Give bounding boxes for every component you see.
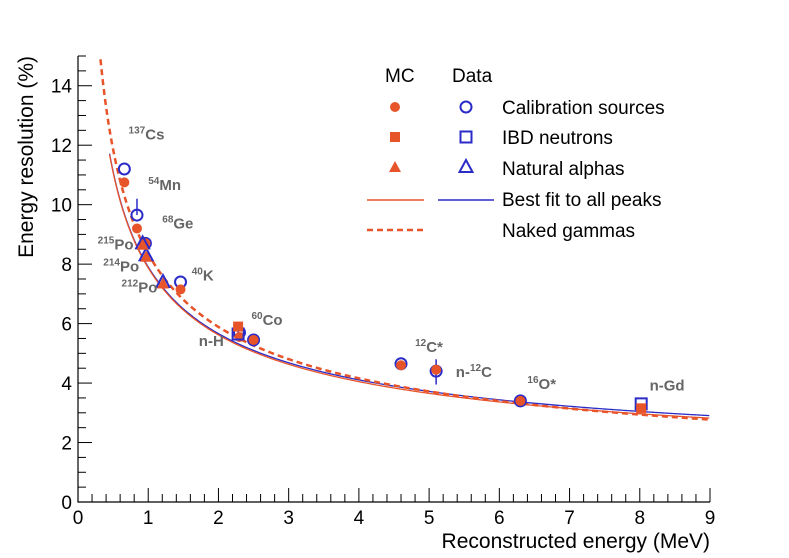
y-tick-label: 4 bbox=[61, 374, 72, 395]
peak-label: 68Ge bbox=[162, 214, 193, 232]
mc-circle-point bbox=[248, 334, 259, 345]
legend-data-circle-marker bbox=[459, 100, 473, 114]
x-tick-label: 1 bbox=[143, 508, 154, 529]
legend-data-square-marker bbox=[459, 130, 473, 144]
y-tick-label: 6 bbox=[61, 315, 72, 336]
x-tick-label: 7 bbox=[564, 508, 575, 529]
legend-label-naked-gammas: Naked gammas bbox=[502, 221, 635, 242]
x-tick-label: 4 bbox=[354, 508, 365, 529]
legend-mc-triangle-marker bbox=[389, 161, 401, 172]
naked-gammas-curve bbox=[99, 59, 711, 421]
mc-circle-point bbox=[515, 395, 526, 406]
mc-circle-point bbox=[175, 284, 186, 295]
peak-label: n-12C bbox=[456, 363, 492, 381]
legend-header-data: Data bbox=[452, 66, 493, 87]
fit-curves bbox=[99, 59, 711, 421]
y-axis-title: Energy resolution (%) bbox=[15, 56, 38, 258]
mc-triangle-point bbox=[136, 238, 149, 250]
y-tick-label: 12 bbox=[51, 136, 72, 157]
peak-label: 54Mn bbox=[148, 176, 181, 194]
legend-label-bestfit: Best fit to all peaks bbox=[502, 190, 661, 211]
legend-mc-circle-marker bbox=[390, 102, 400, 112]
peak-label: 60Co bbox=[251, 311, 282, 329]
data-points bbox=[117, 162, 648, 414]
y-tick-label: 14 bbox=[51, 77, 73, 98]
data-circle-point bbox=[117, 162, 131, 176]
legend-label-alphas: Natural alphas bbox=[502, 159, 625, 180]
peak-label: 12C* bbox=[415, 338, 443, 356]
x-tick-label: 3 bbox=[283, 508, 294, 529]
x-tick-label: 0 bbox=[73, 508, 84, 529]
mc-circle-point bbox=[119, 177, 130, 188]
x-tick-label: 2 bbox=[213, 508, 224, 529]
y-tick-label: 10 bbox=[51, 196, 72, 217]
mc-square-point bbox=[233, 321, 244, 332]
mc-triangle-point bbox=[156, 277, 169, 289]
best-fit-curve bbox=[108, 153, 710, 417]
peak-label: 214Po bbox=[103, 258, 139, 276]
legend-data-triangle-marker bbox=[457, 157, 475, 173]
x-tick-label: 6 bbox=[494, 508, 505, 529]
peak-label: n-Gd bbox=[650, 378, 685, 395]
y-tick-label: 0 bbox=[61, 493, 72, 514]
best-fit-curve bbox=[108, 154, 710, 419]
peak-label: 215Po bbox=[98, 235, 134, 253]
x-tick-label: 8 bbox=[634, 508, 645, 529]
mc-square-point bbox=[636, 403, 647, 414]
legend-label-ibd: IBD neutrons bbox=[502, 128, 613, 149]
y-tick-label: 8 bbox=[61, 255, 72, 276]
peak-label: 212Po bbox=[122, 278, 158, 296]
peak-label: n-H bbox=[199, 333, 224, 350]
data-circle-point bbox=[130, 208, 144, 222]
data-circle-point bbox=[247, 333, 261, 347]
peak-label: 40K bbox=[192, 266, 214, 284]
legend-label-calibration: Calibration sources bbox=[502, 98, 665, 119]
legend-mc-square-marker bbox=[390, 132, 400, 142]
mc-circle-point bbox=[431, 364, 442, 375]
x-axis-title: Reconstructed energy (MeV) bbox=[442, 530, 710, 553]
mc-circle-point bbox=[396, 360, 407, 371]
mc-triangle-point bbox=[140, 250, 153, 262]
legend: MC Data Calibration sources IBD neutrons… bbox=[367, 66, 665, 242]
peak-label: 16O* bbox=[527, 375, 556, 393]
legend-header-mc: MC bbox=[385, 66, 415, 87]
x-tick-label: 9 bbox=[705, 508, 716, 529]
data-circle-point bbox=[513, 394, 527, 408]
peak-label: 137Cs bbox=[129, 125, 165, 143]
mc-circle-point bbox=[131, 223, 142, 234]
y-tick-label: 2 bbox=[61, 434, 72, 455]
peak-annotations: 137Cs 54Mn 68Ge 215Po 214Po 212Po 40K 60Co n-H 12… bbox=[98, 125, 685, 394]
x-tick-label: 5 bbox=[424, 508, 435, 529]
